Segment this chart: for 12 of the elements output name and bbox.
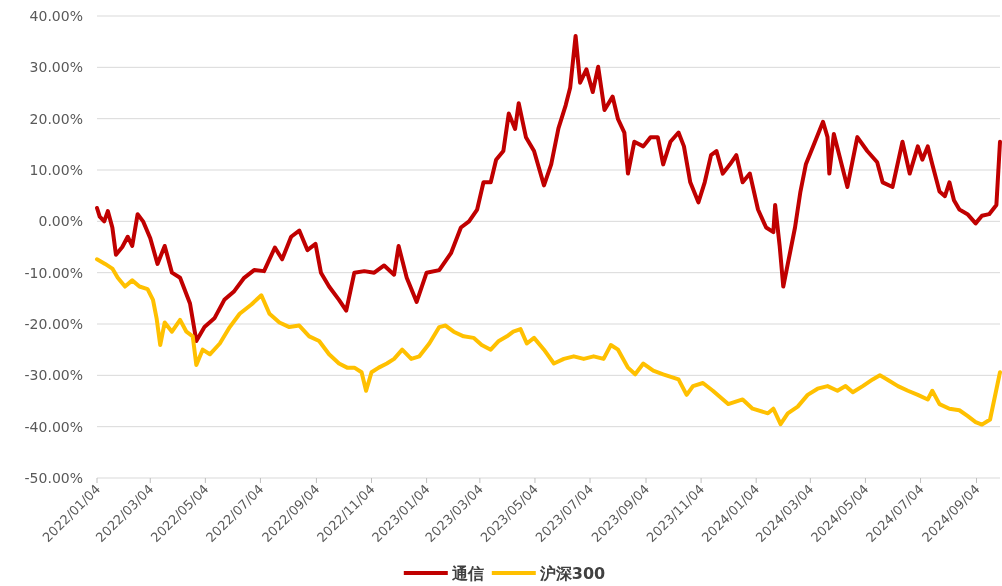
y-tick-label: -10.00% bbox=[24, 264, 83, 281]
y-tick-label: 40.00% bbox=[29, 8, 83, 24]
y-tick-label: 30.00% bbox=[29, 59, 83, 76]
legend-label: 沪深300 bbox=[538, 564, 606, 583]
y-tick-label: -30.00% bbox=[24, 367, 83, 384]
y-tick-label: -40.00% bbox=[24, 418, 83, 435]
y-tick-label: 20.00% bbox=[29, 110, 83, 127]
y-tick-label: -20.00% bbox=[24, 316, 83, 332]
y-tick-label: 10.00% bbox=[29, 162, 83, 178]
legend-label: 通信 bbox=[450, 564, 484, 583]
y-tick-label: 0.00% bbox=[38, 213, 83, 230]
y-tick-label: -50.00% bbox=[24, 470, 83, 486]
